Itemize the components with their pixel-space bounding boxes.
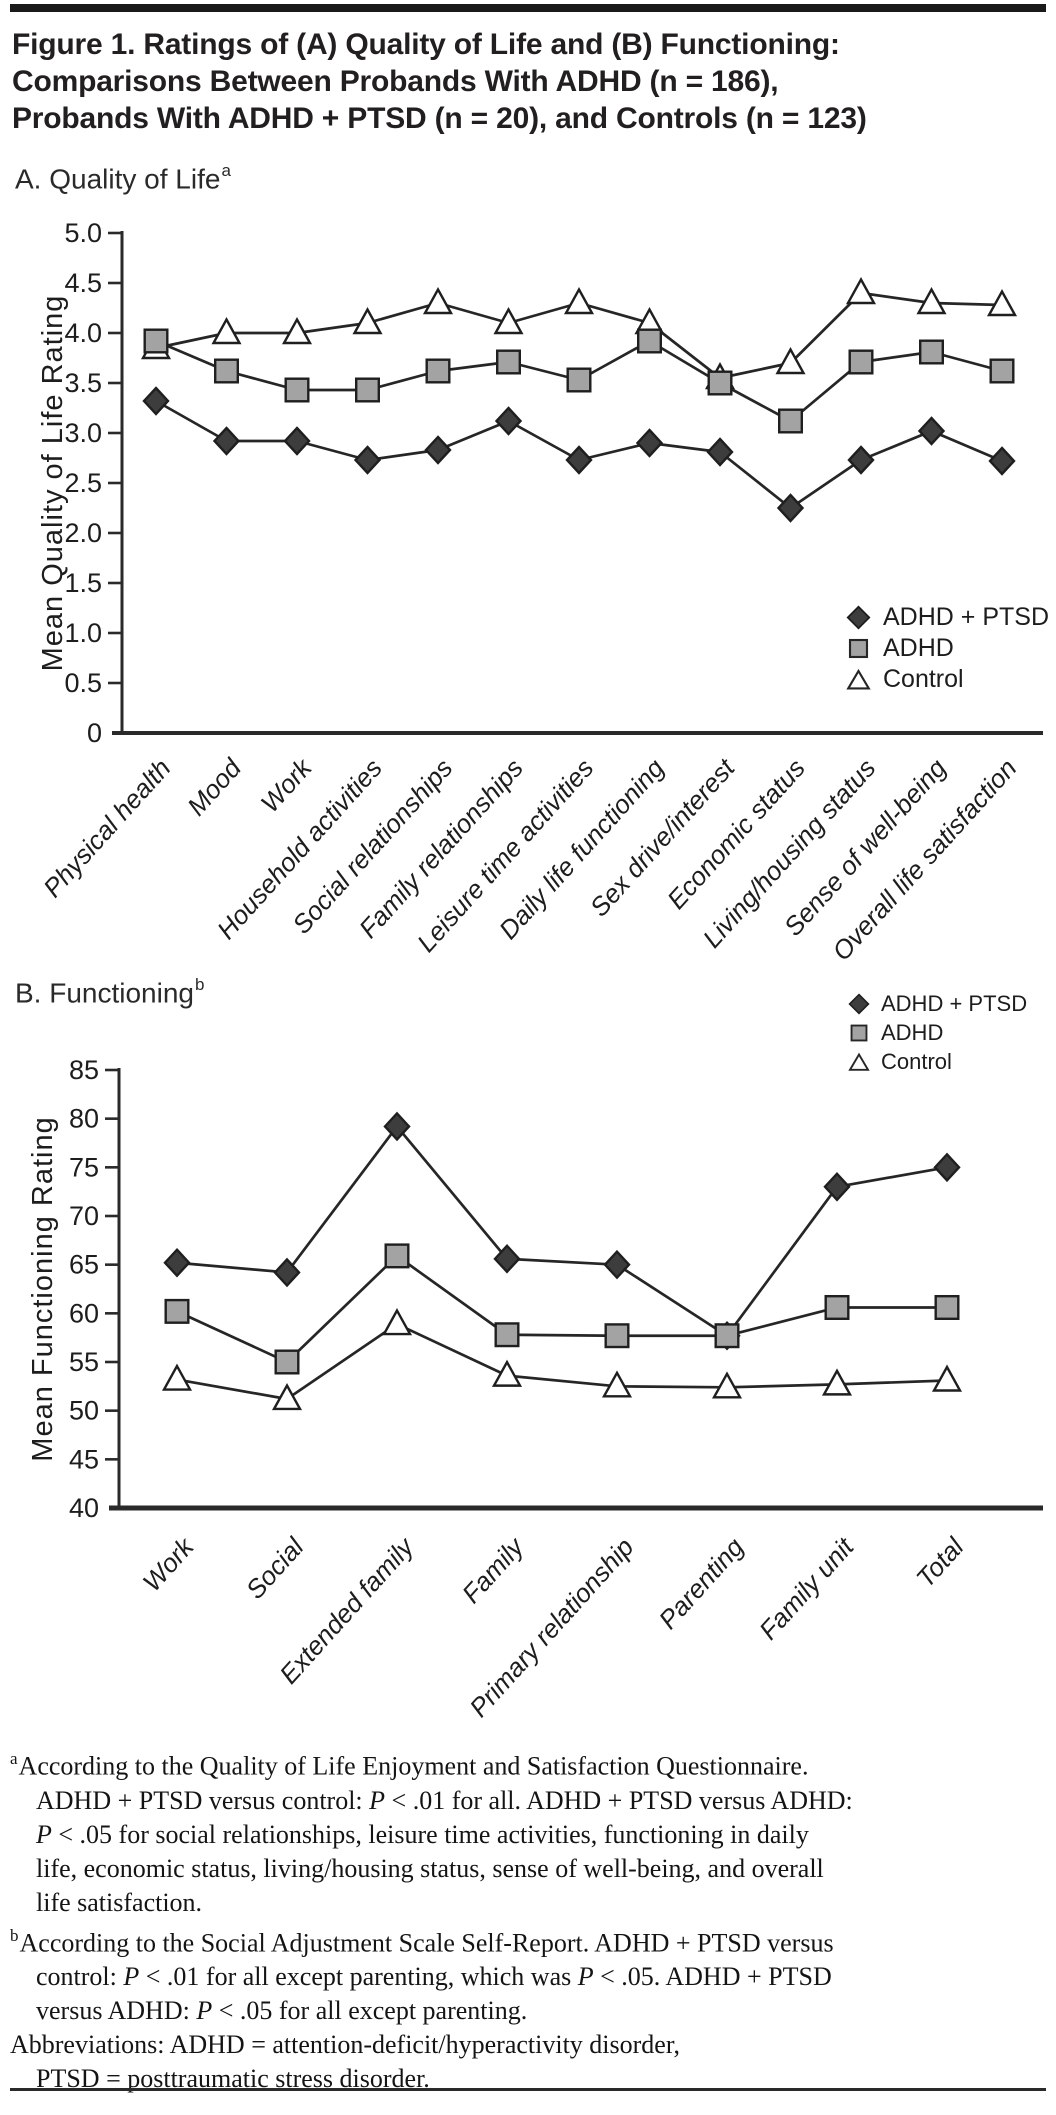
legend-functioning: ADHD + PTSD ADHD Control xyxy=(848,991,1028,1074)
triangle-marker-icon xyxy=(848,1051,870,1073)
section-b-header: B. Functioningb xyxy=(15,975,205,1009)
figure-title-line: Figure 1. Ratings of (A) Quality of Life… xyxy=(12,28,840,61)
axes: 0 0.5 1.0 1.5 2.0 2.5 3.0 3.5 4.0 4.5 5.0 Mean Qual… xyxy=(37,218,1043,748)
footnote-line: life satisfaction. xyxy=(36,1887,203,1917)
footnote-line: control: P < .01 for all except parentin… xyxy=(36,1962,832,1992)
svg-text:85: 85 xyxy=(69,1055,99,1085)
footnote-line: Abbreviations: ADHD = attention-deficit/… xyxy=(10,2030,680,2060)
svg-text:Work: Work xyxy=(137,1530,201,1597)
legend-item-control: Control xyxy=(846,664,1049,693)
figure-title: Figure 1. Ratings of (A) Quality of Life… xyxy=(12,26,867,137)
section-a-label: A. Quality of Life xyxy=(15,163,221,195)
svg-text:5.0: 5.0 xyxy=(64,218,102,248)
footnote-line: aAccording to the Quality of Life Enjoym… xyxy=(10,1749,809,1781)
legend-item-control: Control xyxy=(848,1049,1027,1074)
svg-text:Mood: Mood xyxy=(181,752,248,822)
svg-text:1.0: 1.0 xyxy=(64,618,102,648)
footnote-a: aAccording to the Quality of Life Enjoym… xyxy=(10,1743,1050,1920)
footnote-b: bAccording to the Social Adjustment Scal… xyxy=(10,1920,1050,2029)
footnote-line: P < .05 for social relationships, leisur… xyxy=(36,1819,809,1849)
diamond-marker-icon xyxy=(846,605,871,630)
footnote-line: PTSD = posttraumatic stress disorder. xyxy=(36,2064,430,2094)
legend-item-adhd-ptsd: ADHD + PTSD xyxy=(848,991,1028,1016)
functioning-chart: 40 45 50 55 60 65 70 75 80 85 Mean Functioning Rat… xyxy=(27,1055,1043,1723)
footnote-line: bAccording to the Social Adjustment Scal… xyxy=(10,1925,834,1958)
triangle-marker-icon xyxy=(846,667,871,692)
svg-text:70: 70 xyxy=(69,1201,99,1231)
svg-text:Family unit: Family unit xyxy=(753,1531,861,1646)
footnote-abbreviations: Abbreviations: ADHD = attention-deficit/… xyxy=(10,2028,1050,2096)
series-ADHD + PTSD xyxy=(142,386,1016,523)
legend-item-adhd: ADHD xyxy=(846,633,1049,662)
svg-text:80: 80 xyxy=(69,1104,99,1134)
figure-title-line: Probands With ADHD + PTSD (n = 20), and … xyxy=(12,102,867,135)
series-Control xyxy=(161,1308,963,1411)
svg-text:Physical health: Physical health xyxy=(37,753,176,903)
svg-text:0: 0 xyxy=(87,718,102,748)
legend-item-label: ADHD xyxy=(883,633,954,662)
svg-text:Mean Functioning Rating: Mean Functioning Rating xyxy=(27,1116,59,1461)
svg-text:3.5: 3.5 xyxy=(64,368,102,398)
svg-text:4.0: 4.0 xyxy=(64,318,102,348)
series-ADHD xyxy=(164,1243,960,1375)
legend-item-label: ADHD + PTSD xyxy=(883,602,1050,631)
figure-title-line: Comparisons Between Probands With ADHD (… xyxy=(12,65,779,98)
svg-text:0.5: 0.5 xyxy=(64,668,102,698)
series-ADHD xyxy=(143,328,1015,434)
svg-text:Mean Quality of Life Rating: Mean Quality of Life Rating xyxy=(37,295,69,672)
legend-item-adhd: ADHD xyxy=(848,1020,1027,1045)
footnote-line: versus ADHD: P < .05 for all except pare… xyxy=(36,1996,528,2026)
svg-text:60: 60 xyxy=(69,1298,99,1328)
series-ADHD + PTSD xyxy=(163,1111,961,1351)
svg-text:40: 40 xyxy=(69,1493,99,1523)
footnote-line: ADHD + PTSD versus control: P < .01 for … xyxy=(36,1785,853,1815)
svg-text:Parenting: Parenting xyxy=(653,1532,750,1635)
svg-text:Family: Family xyxy=(456,1530,531,1608)
legend-item-label: ADHD xyxy=(881,1020,944,1045)
section-a-header: A. Quality of Lifea xyxy=(15,161,231,195)
section-b-footnote-marker: b xyxy=(195,975,205,994)
svg-text:3.0: 3.0 xyxy=(64,418,102,448)
legend-item-label: Control xyxy=(881,1049,952,1074)
svg-text:Work: Work xyxy=(255,751,319,818)
section-a-footnote-marker: a xyxy=(221,161,231,180)
legend-item-adhd-ptsd: ADHD + PTSD xyxy=(846,602,1050,631)
svg-text:75: 75 xyxy=(69,1152,99,1182)
legend-quality-of-life: ADHD + PTSD ADHD Control xyxy=(846,602,1050,693)
svg-text:1.5: 1.5 xyxy=(64,568,102,598)
footnotes: aAccording to the Quality of Life Enjoym… xyxy=(10,1743,1050,2096)
legend-item-label: Control xyxy=(883,664,964,693)
square-marker-icon xyxy=(846,636,871,661)
svg-text:Social: Social xyxy=(240,1531,310,1605)
footnote-line: life, economic status, living/housing st… xyxy=(36,1853,824,1883)
bottom-rule xyxy=(10,2088,1046,2091)
square-marker-icon xyxy=(848,1022,870,1044)
top-rule xyxy=(10,4,1046,12)
svg-text:50: 50 xyxy=(69,1396,99,1426)
svg-text:45: 45 xyxy=(69,1444,99,1474)
diamond-marker-icon xyxy=(848,993,870,1015)
quality-of-life-chart: 0 0.5 1.0 1.5 2.0 2.5 3.0 3.5 4.0 4.5 5.0 Mean Qual… xyxy=(37,218,1043,966)
svg-text:65: 65 xyxy=(69,1250,99,1280)
svg-text:4.5: 4.5 xyxy=(64,268,102,298)
svg-text:2.5: 2.5 xyxy=(64,468,102,498)
svg-text:2.0: 2.0 xyxy=(64,518,102,548)
legend-item-label: ADHD + PTSD xyxy=(881,991,1028,1016)
axes: 40 45 50 55 60 65 70 75 80 85 Mean Functioning Rat… xyxy=(27,1055,1043,1523)
svg-text:Total: Total xyxy=(910,1531,970,1593)
svg-text:55: 55 xyxy=(69,1347,99,1377)
section-b-label: B. Functioning xyxy=(15,977,194,1009)
